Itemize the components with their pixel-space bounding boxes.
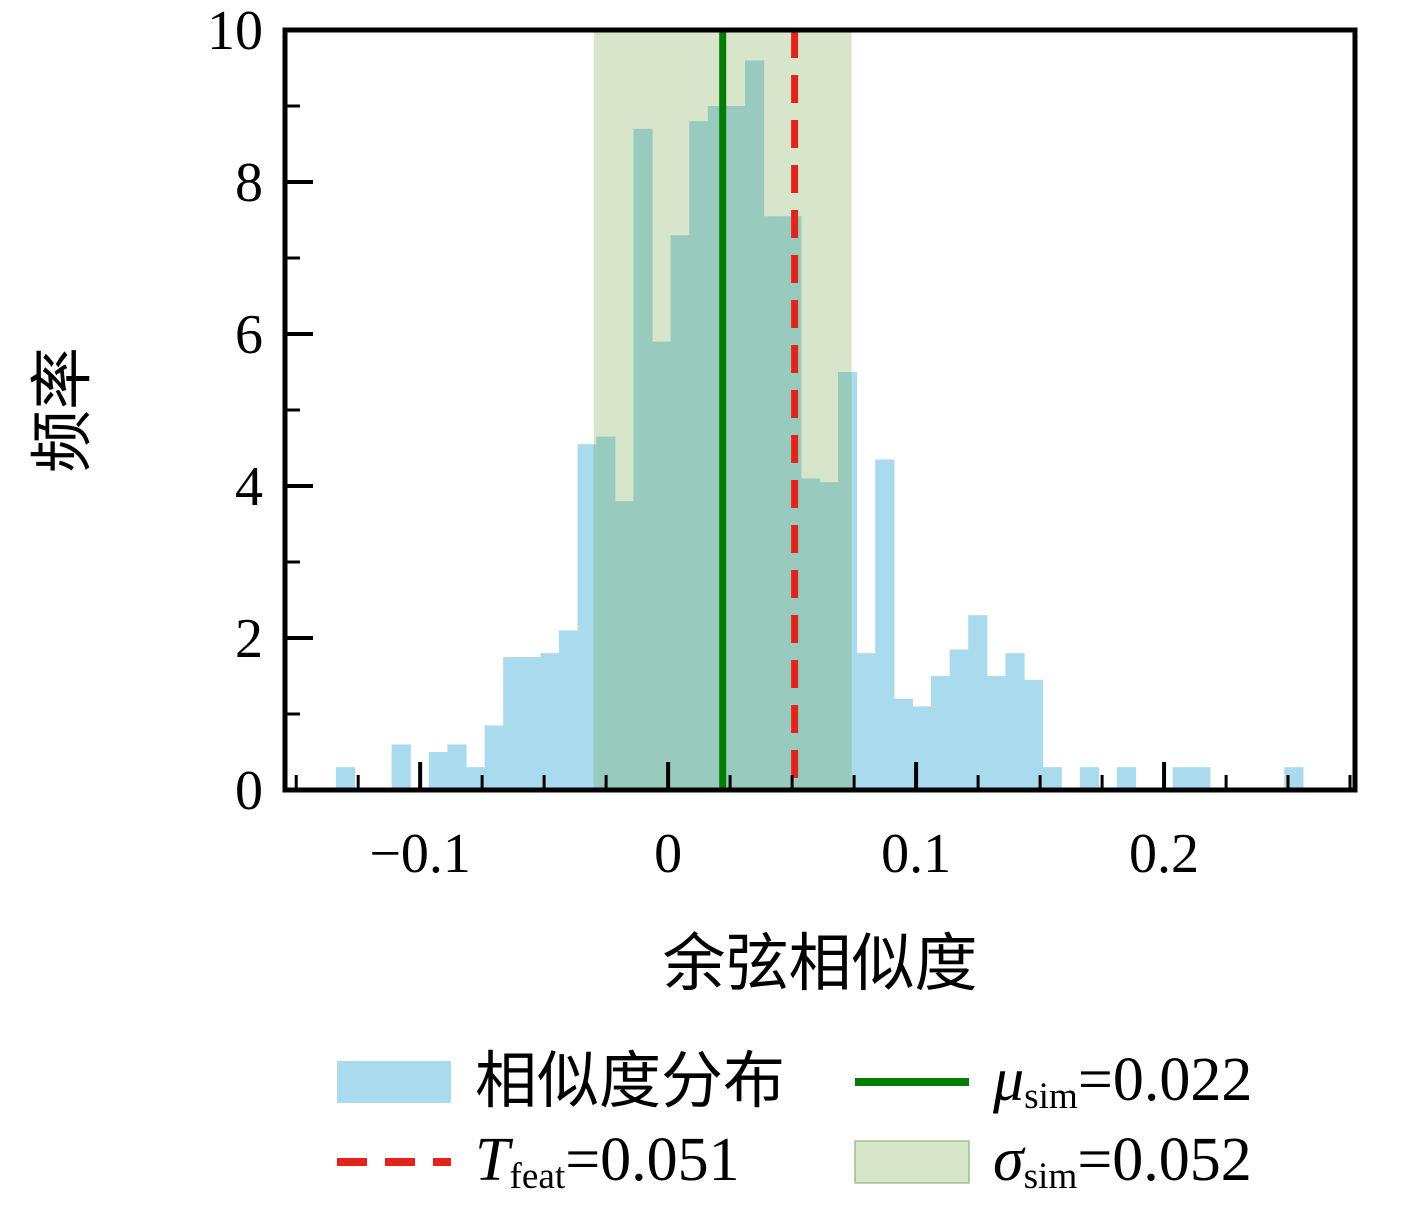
- mu-line-swatch: [855, 1078, 969, 1086]
- x-tick-label: 0.2: [1129, 823, 1199, 885]
- hist-bar: [521, 657, 541, 790]
- hist-bar: [745, 60, 765, 790]
- t-value: =0.051: [565, 1125, 740, 1194]
- sigma-value: =0.052: [1077, 1125, 1252, 1194]
- hist-bar: [335, 767, 355, 790]
- chart-layer: −0.1 0 0.1 0.2 0 2 4 6 8 10: [207, 0, 1358, 885]
- hist-bar: [577, 444, 597, 790]
- hist-bar: [670, 235, 690, 790]
- sigma-patch-rect: [854, 1140, 970, 1184]
- hist-bar: [503, 657, 523, 790]
- x-tick-label: 0.1: [881, 823, 951, 885]
- hist-bar: [447, 744, 467, 790]
- hist-bar: [819, 482, 839, 790]
- hist-bar: [689, 121, 709, 790]
- x-tick-label: −0.1: [369, 823, 471, 885]
- y-axis-label: 频率: [28, 347, 98, 473]
- legend-label-hist: 相似度分布: [475, 1048, 786, 1116]
- hist-bar: [838, 372, 858, 790]
- sigma-symbol: σ: [993, 1125, 1024, 1194]
- y-tick-label: 6: [235, 304, 263, 366]
- sigma-patch-swatch: [854, 1140, 970, 1184]
- sigma-subscript: sim: [1023, 1155, 1078, 1197]
- hist-bar: [726, 106, 746, 790]
- t-symbol: T: [475, 1125, 510, 1194]
- hist-bar: [652, 341, 672, 790]
- mu-value: =0.022: [1077, 1045, 1253, 1114]
- hist-bar: [391, 744, 411, 790]
- hist-bar: [614, 501, 634, 790]
- legend-item-hist: 相似度分布: [335, 1051, 853, 1113]
- y-tick-label: 10: [207, 0, 263, 62]
- legend-row-2: Tfeat=0.051 σsim=0.052: [0, 1122, 1417, 1202]
- legend-row-1: 相似度分布 μsim=0.022: [0, 1042, 1417, 1122]
- legend-item-sigma: σsim=0.052: [853, 1129, 1252, 1195]
- y-tick-label: 8: [235, 152, 263, 214]
- legend-label-sigma: σsim=0.052: [993, 1129, 1252, 1195]
- hist-bar: [633, 128, 653, 791]
- hist-bar: [968, 615, 988, 790]
- hist-bar: [484, 725, 504, 790]
- hist-patch-swatch: [337, 1061, 451, 1103]
- hist-bar: [949, 649, 969, 790]
- hist-bar: [1191, 767, 1211, 790]
- hist-bar: [800, 478, 820, 790]
- y-tick-label: 0: [235, 760, 263, 822]
- hist-bar: [893, 698, 913, 790]
- hist-bar: [875, 459, 895, 790]
- hist-bar: [1172, 767, 1192, 790]
- hist-bar: [596, 436, 616, 790]
- hist-bar: [1079, 767, 1099, 790]
- hist-bar: [466, 767, 486, 790]
- mu-subscript: sim: [1024, 1075, 1078, 1117]
- hist-bar: [931, 676, 951, 790]
- x-tick-label: 0: [654, 823, 682, 885]
- histogram-plot: −0.1 0 0.1 0.2 0 2 4 6 8 10 频率 余弦相似度: [28, 0, 1358, 999]
- hist-bar: [986, 676, 1006, 790]
- legend-item-tfeat: Tfeat=0.051: [335, 1129, 853, 1195]
- hist-bar: [540, 653, 560, 790]
- legend-label-mu: μsim=0.022: [993, 1049, 1252, 1115]
- hist-bar: [428, 752, 448, 790]
- y-tick-label: 2: [235, 608, 263, 670]
- legend: 相似度分布 μsim=0.022 Tfeat=0.051 σsim=0.0: [0, 1042, 1417, 1202]
- x-axis-label: 余弦相似度: [663, 929, 978, 999]
- legend-item-mu: μsim=0.022: [853, 1049, 1252, 1115]
- hist-bar: [1042, 767, 1062, 790]
- t-subscript: feat: [509, 1155, 566, 1197]
- hist-patch-rect: [337, 1061, 451, 1103]
- hist-bar: [763, 216, 783, 790]
- hist-bar: [856, 653, 876, 790]
- t-feat-line-swatch: [337, 1158, 451, 1166]
- legend-label-tfeat: Tfeat=0.051: [475, 1129, 740, 1195]
- hist-bar: [559, 630, 579, 790]
- y-tick-label: 4: [235, 456, 263, 518]
- mu-symbol: μ: [993, 1045, 1025, 1114]
- hist-bar: [1005, 653, 1025, 790]
- hist-bar: [1116, 767, 1137, 790]
- hist-bar: [1024, 679, 1044, 790]
